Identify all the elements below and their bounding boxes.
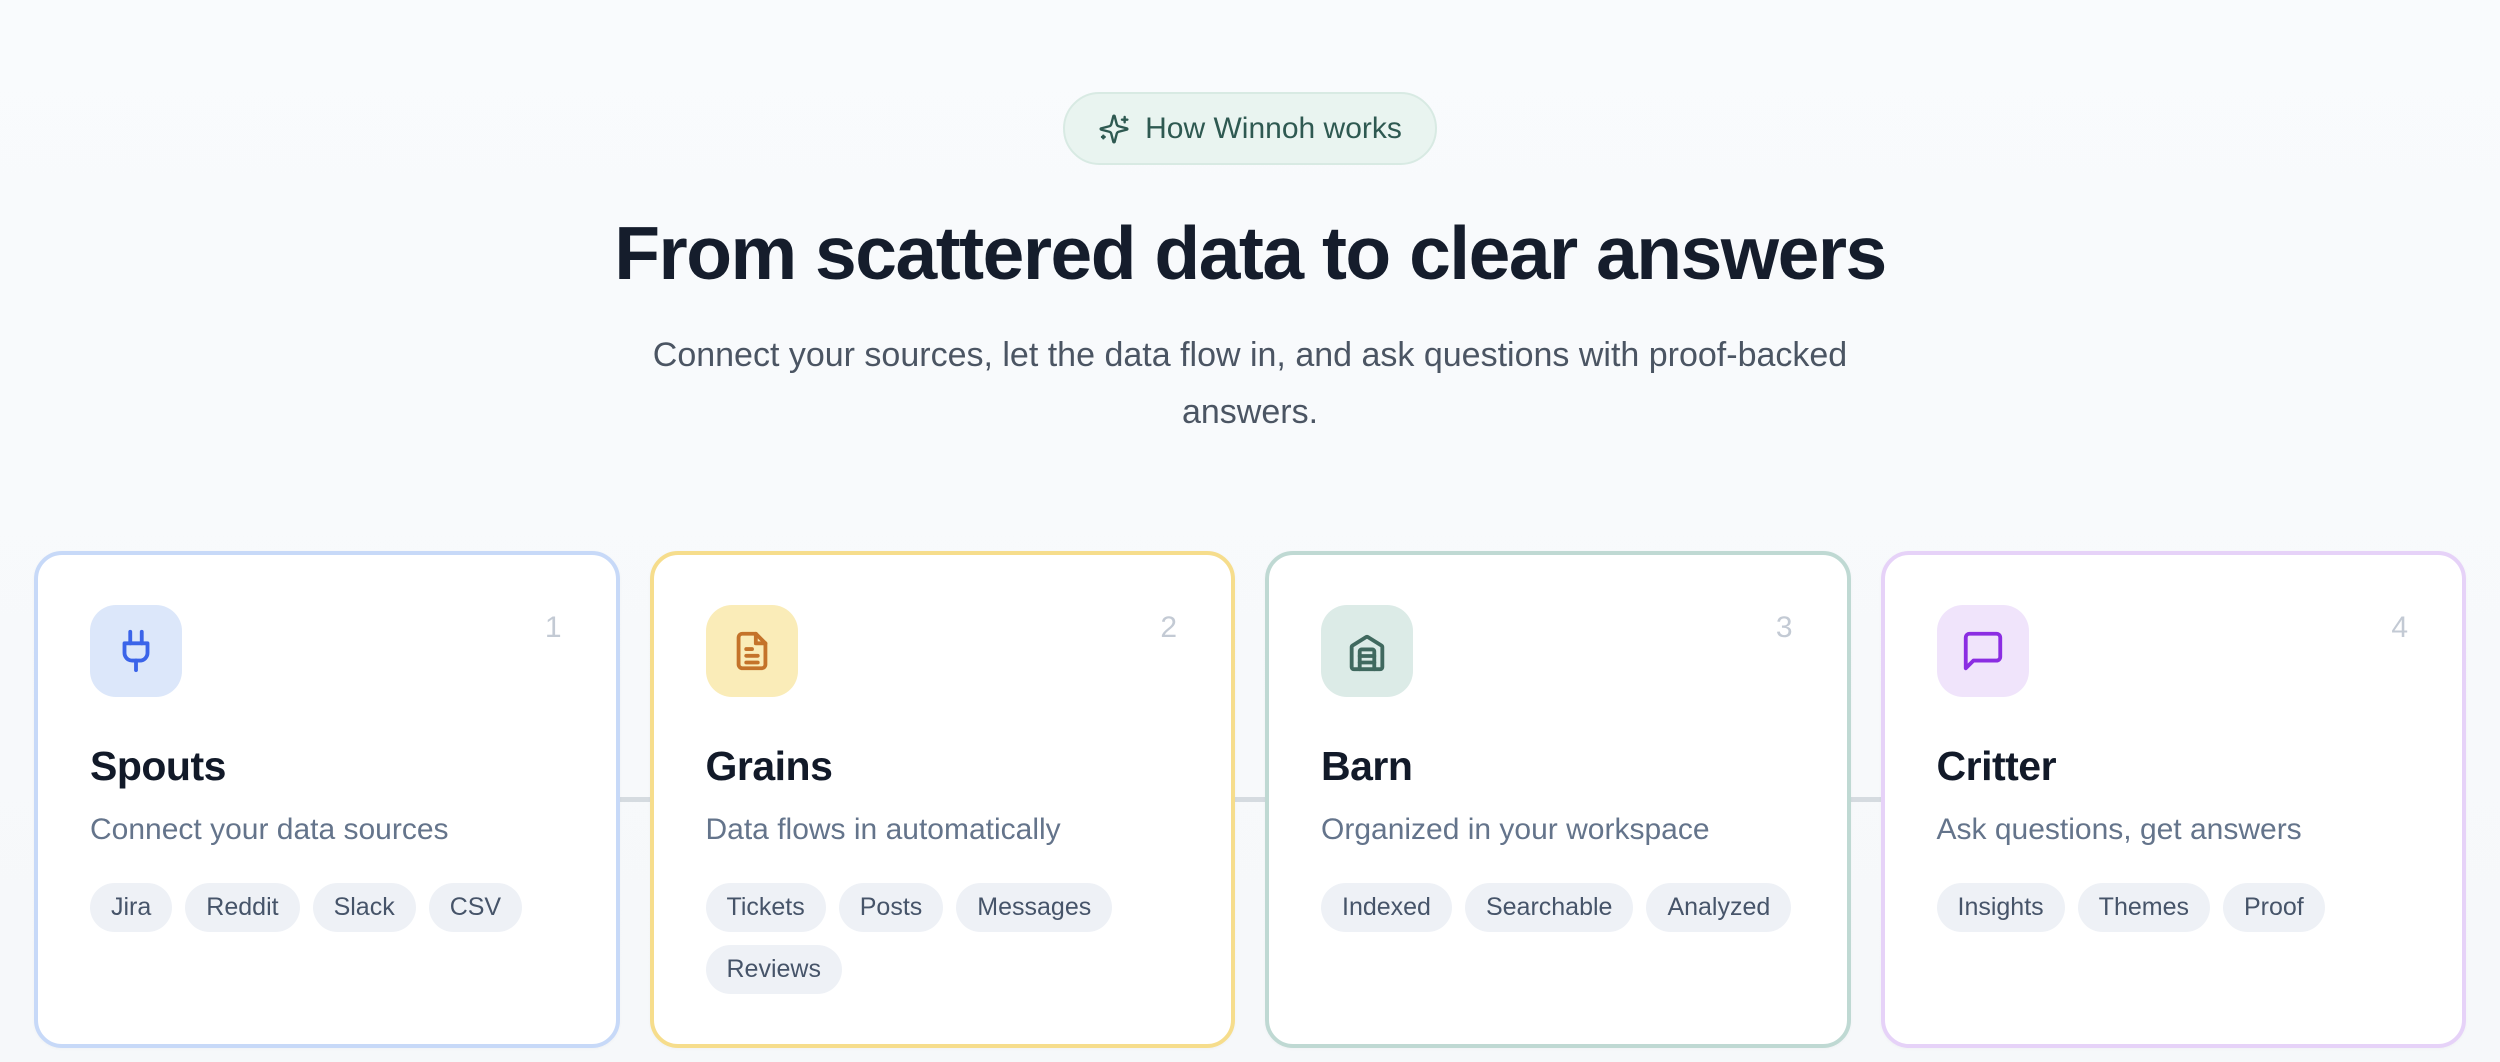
step-tags: Insights Themes Proof (1936, 882, 2411, 932)
step-description: Ask questions, get answers (1936, 812, 2302, 846)
step-title: Spouts (90, 742, 226, 789)
step-title: Critter (1936, 742, 2057, 789)
step-icon-tile (705, 604, 798, 697)
sparkles-icon (1098, 113, 1130, 145)
step-description: Connect your data sources (90, 812, 449, 846)
page-subtitle: Connect your sources, let the data flow … (652, 335, 1848, 431)
step-description: Organized in your workspace (1321, 812, 1710, 846)
step-description: Data flows in automatically (705, 812, 1061, 846)
step-card-spouts: 1 Spouts Connect your data sources Jira … (34, 550, 620, 1048)
plug-icon (113, 628, 159, 674)
message-square-icon (1960, 628, 2006, 674)
tag-pill: Posts (838, 882, 944, 932)
step-card-critter: 4 Critter Ask questions, get answers Ins… (1880, 550, 2466, 1048)
step-number: 1 (544, 610, 562, 644)
step-card-grains: 2 Grains Data flows in automatically Tic… (649, 550, 1235, 1048)
steps-row: 1 Spouts Connect your data sources Jira … (0, 550, 2500, 1048)
file-text-icon (729, 628, 775, 674)
step-number: 3 (1775, 610, 1793, 644)
connector-line (1850, 796, 1881, 802)
tag-pill: Insights (1936, 882, 2065, 932)
hero-badge-label: How Winnoh works (1145, 111, 1402, 145)
tag-pill: Searchable (1464, 882, 1634, 932)
step-icon-tile (1936, 604, 2029, 697)
tag-pill: Analyzed (1646, 882, 1792, 932)
step-icon-tile (1321, 604, 1413, 697)
step-card-barn: 3 Barn Organized in your workspace Index… (1265, 550, 1851, 1048)
tag-pill: Proof (2222, 882, 2325, 932)
tag-pill: Themes (2077, 882, 2210, 932)
tag-pill: Messages (956, 882, 1113, 932)
hero-badge: How Winnoh works (1063, 92, 1437, 165)
step-number: 4 (2391, 610, 2408, 644)
step-tags: Tickets Posts Messages Reviews (705, 882, 1180, 994)
step-icon-tile (90, 604, 182, 697)
step-title: Barn (1321, 742, 1413, 789)
connector-line (1235, 796, 1265, 802)
tag-pill: Indexed (1321, 882, 1452, 932)
tag-pill: Jira (90, 882, 173, 932)
tag-pill: Reddit (185, 882, 300, 932)
tag-pill: Slack (312, 882, 416, 932)
step-tags: Jira Reddit Slack CSV (90, 882, 564, 932)
step-title: Grains (705, 742, 833, 789)
tag-pill: Tickets (705, 882, 826, 932)
connector-line (619, 796, 650, 802)
hero: How Winnoh works From scattered data to … (0, 0, 2500, 441)
step-tags: Indexed Searchable Analyzed (1321, 882, 1795, 932)
page-title: From scattered data to clear answers (614, 211, 1887, 295)
step-number: 2 (1160, 610, 1177, 644)
tag-pill: CSV (428, 882, 523, 932)
warehouse-icon (1344, 628, 1390, 674)
tag-pill: Reviews (705, 944, 842, 994)
